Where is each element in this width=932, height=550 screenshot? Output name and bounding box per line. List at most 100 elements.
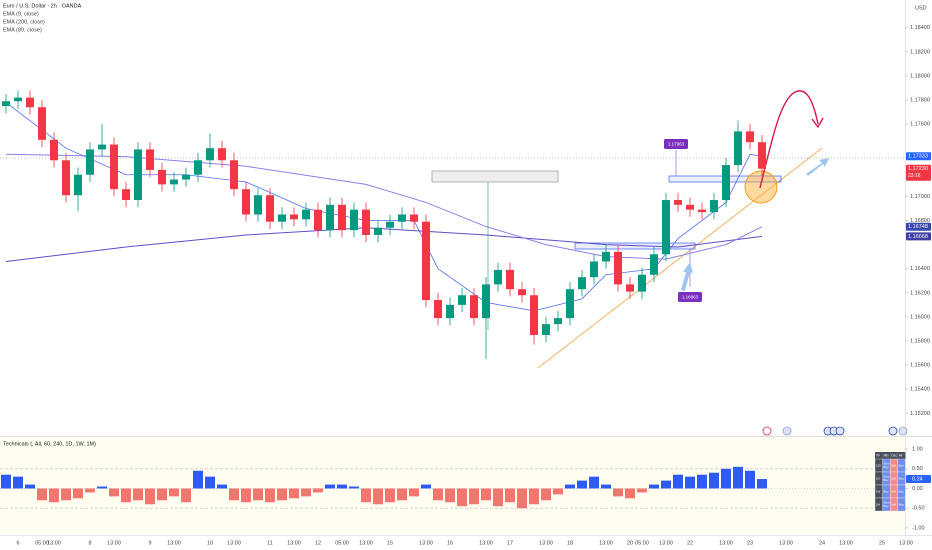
candle-body [206,148,214,161]
table-cell-label: Strong Buy [883,474,892,482]
candle-body [14,97,22,102]
histogram-bar [349,486,359,489]
event-icon[interactable] [898,426,908,436]
candle-body [230,160,238,190]
histogram-bar [409,488,419,497]
x-tick-label: 13:00 [719,540,733,546]
histogram-bar [133,488,143,501]
x-tick-label: 13:00 [359,540,373,546]
table-cell-label: 1W [876,489,881,493]
y-tick-label: 1.15400 [910,387,930,393]
table-cell-label: Buy [899,463,905,467]
table-header: All [899,453,903,457]
candle-body [242,189,250,215]
table-cell-label: Buy [899,476,905,480]
table-cell-label: 1D [876,476,881,480]
x-tick-label: 13:00 [839,540,853,546]
candle-body [254,195,262,215]
x-tick-label: 23 [747,540,753,546]
annotation-box [664,139,688,149]
candle-body [650,254,658,275]
ema-line [5,102,763,312]
candle-body [170,179,178,185]
x-tick-label: 13:00 [107,540,121,546]
y-tick-label: 1.18000 [910,73,930,79]
candle-body [50,139,58,161]
candle-body [758,142,766,169]
y-tick-label: -0.50 [912,506,925,512]
histogram-bar [61,488,71,501]
histogram-bar [37,488,47,501]
event-icon[interactable] [782,426,792,436]
y-tick-label: 0.50 [912,466,923,472]
y-tick-label: 1.15200 [910,411,930,417]
candle-body [422,221,430,301]
histogram-bar [481,488,491,501]
histogram-bar [553,488,563,495]
x-tick-label: 13:00 [779,540,793,546]
histogram-bar [253,488,263,501]
candle-body [122,189,130,201]
x-tick-label: 10 [207,540,213,546]
candle-body [434,300,442,319]
x-tick-label: 13:00 [287,540,301,546]
histogram-bar [361,488,371,503]
candle-body [542,324,550,335]
y-tick-label: 1.18200 [910,49,930,55]
candle-body [506,269,514,290]
histogram-bar [97,486,107,489]
ema-line [5,153,763,260]
candle-body [398,214,406,222]
x-tick-label: 16 [447,540,453,546]
price-tag [906,164,931,181]
x-tick-label: 13:00 [899,540,913,546]
histogram-bar [541,488,551,501]
x-tick-label: 22 [687,540,693,546]
legend-entry: EMA (9, close) [3,11,39,17]
price-tag [906,232,931,241]
trend-line [537,147,823,369]
candle-body [158,169,166,185]
event-icon[interactable] [888,426,898,436]
histogram-bar [469,488,479,505]
candle-body [602,251,610,262]
table-cell-label: Strong Buy [883,500,892,508]
histogram-bar [745,470,755,489]
histogram-bar [709,472,719,489]
histogram-bar [697,474,707,489]
candle-body [386,221,394,228]
candle-body [674,200,682,205]
annotation-box [678,292,702,302]
y-tick-label: 0.00 [912,486,923,492]
histogram-bar [649,484,659,489]
hint-arrow [806,158,829,176]
histogram-bar [457,488,467,507]
value-tag-label: 0.24 [912,476,923,482]
candle-body [494,269,502,285]
y-tick-label: 1.16800 [910,218,930,224]
candle-body [686,204,694,210]
histogram-bar [721,468,731,489]
table-header: TF [876,453,880,457]
event-icon[interactable] [835,426,845,436]
candle-body [314,209,322,231]
histogram-bar [241,488,251,503]
x-tick-label: 05:00 [635,540,649,546]
x-tick-label: 13:00 [419,540,433,546]
x-tick-label: 05:00 [335,540,349,546]
candle-body [290,214,298,220]
histogram-bar [589,476,599,489]
table-cell-label: Strong Buy [883,461,892,469]
candle-body [746,131,754,143]
x-tick-label: 13:00 [167,540,181,546]
legend: EMA (9, close) EMA (200, close) EMA (89, c… [3,11,45,33]
event-icon[interactable] [762,426,772,436]
candle-body [578,277,586,290]
histogram-bar [493,488,503,507]
candle-body [446,304,454,319]
y-tick-label: 1.17600 [910,122,930,128]
histogram-bar [121,488,131,503]
y-tick-label: -1.00 [912,525,925,531]
y-tick-label: 1.18400 [910,25,930,31]
currency-label: USD [915,5,927,11]
